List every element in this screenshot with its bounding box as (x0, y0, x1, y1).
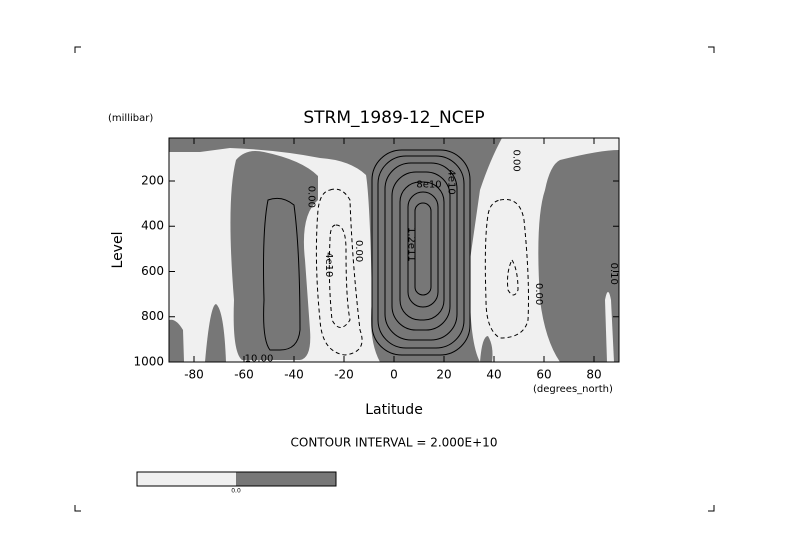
overlay: -80 -60 -40 -20 0 20 40 60 80 200 400 600 800 1000 8e1… (133, 138, 619, 382)
y-axis-label: Level (110, 232, 126, 269)
corner-marks (74, 46, 715, 512)
colorbar-positive (236, 472, 336, 486)
contour-lines (263, 149, 529, 356)
x-tick-label: -80 (184, 368, 204, 382)
contour-label: 1.2e11 (406, 227, 417, 262)
negative-region (605, 292, 614, 362)
positive-regions (169, 138, 619, 362)
x-axis-label: Latitude (365, 402, 423, 418)
colorbar-negative (137, 472, 236, 486)
x-tick-label: 20 (436, 368, 451, 382)
chart-title: STRM_1989-12_NCEP (303, 108, 484, 128)
contour-label: 4e10 (323, 252, 334, 277)
x-tick-label: -40 (284, 368, 304, 382)
x-tick-label: 80 (586, 368, 601, 382)
x-unit: (degrees_north) (533, 384, 613, 395)
y-tick-label: 400 (141, 219, 164, 233)
contour-field (169, 138, 619, 362)
contour-label: 0.00 (533, 283, 544, 305)
contour-label: 8e10 (416, 179, 441, 190)
y-tick-label: 200 (141, 173, 164, 187)
x-tick-label: -60 (234, 368, 254, 382)
contour-label: 0.00 (353, 240, 364, 262)
contour-label: 10.00 (245, 354, 274, 365)
x-tick-label: 0 (390, 368, 398, 382)
y-tick-label: 1000 (133, 355, 164, 369)
colorbar-frame (136, 471, 337, 487)
contour-label: 4e10 (446, 169, 457, 194)
x-tick-label: -20 (334, 368, 354, 382)
contour-label: 0.00 (511, 149, 522, 171)
x-tick-label: 60 (536, 368, 551, 382)
contour-label: 0.00 (306, 186, 317, 208)
contour-label: 0.10 (608, 263, 619, 285)
y-unit: (millibar) (108, 113, 153, 124)
colorbar-label: 0.0 (231, 488, 241, 495)
colorbar: 0.0 (136, 471, 337, 495)
x-tick-label: 40 (486, 368, 501, 382)
subtitle: CONTOUR INTERVAL = 2.000E+10 (291, 436, 498, 450)
y-tick-label: 800 (141, 309, 164, 323)
y-tick-label: 600 (141, 264, 164, 278)
